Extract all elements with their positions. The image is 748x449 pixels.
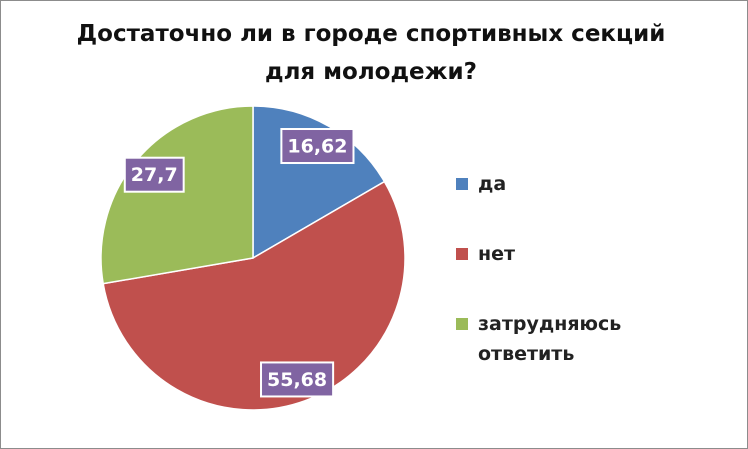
pie-slice bbox=[100, 105, 254, 285]
data-label: 27,7 bbox=[123, 156, 185, 193]
legend-label: затрудняюсь ответить bbox=[478, 313, 622, 365]
legend-label: нет bbox=[478, 243, 516, 265]
legend-item: нет bbox=[456, 239, 638, 269]
data-label-text: 27,7 bbox=[131, 164, 178, 186]
data-label: 16,62 bbox=[280, 128, 355, 165]
data-label-box bbox=[280, 128, 355, 165]
legend-swatch bbox=[456, 178, 468, 190]
chart-title: Достаточно ли в городе спортивных секций… bbox=[76, 21, 666, 85]
pie-slice bbox=[102, 180, 406, 411]
data-label-box bbox=[123, 156, 185, 193]
data-label-text: 55,68 bbox=[267, 369, 327, 391]
legend-swatch bbox=[456, 318, 468, 330]
legend: да нет затрудняюсь ответить bbox=[456, 169, 656, 409]
legend-label: да bbox=[478, 173, 507, 195]
legend-item: затрудняюсь ответить bbox=[456, 309, 638, 369]
legend-item: да bbox=[456, 169, 638, 199]
data-label-box bbox=[260, 361, 335, 398]
data-label: 55,68 bbox=[260, 361, 335, 398]
data-label-text: 16,62 bbox=[287, 136, 347, 158]
legend-swatch bbox=[456, 248, 468, 260]
